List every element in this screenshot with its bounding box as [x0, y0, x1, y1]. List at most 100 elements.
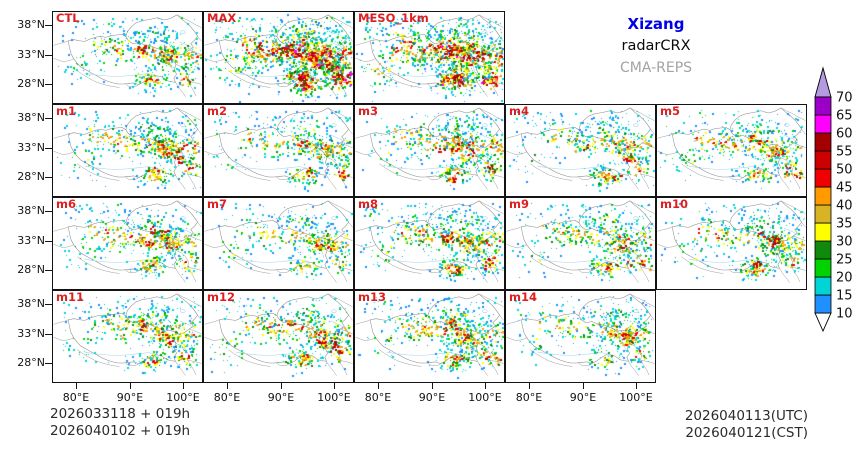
- lon-tick-label: 80°E: [364, 391, 392, 404]
- lon-tick-mark: [183, 383, 185, 389]
- panel-m6: m6: [52, 197, 203, 290]
- footer-valid-time-utc: 2026040113(UTC): [684, 408, 808, 424]
- panel-m1: m1: [52, 104, 203, 197]
- panel-m12: m12: [203, 290, 354, 383]
- lat-tick-mark: [45, 241, 52, 243]
- panel-m13: m13: [354, 290, 505, 383]
- lat-tick-label: 33°N: [17, 141, 45, 154]
- colorbar-tick-label: 70: [836, 91, 853, 106]
- header-model-label: CMA-REPS: [619, 60, 693, 76]
- lon-tick-mark: [281, 383, 283, 389]
- panel-m8: m8: [354, 197, 505, 290]
- panel-label-CTL: CTL: [56, 11, 80, 25]
- lat-tick-label: 33°N: [17, 327, 45, 340]
- lon-tick-label: 80°E: [62, 391, 90, 404]
- panel-label-m6: m6: [56, 197, 76, 211]
- panel-m5: m5: [656, 104, 807, 197]
- lat-tick-mark: [45, 84, 52, 86]
- colorbar-tick-label: 60: [836, 127, 853, 142]
- panel-m7: m7: [203, 197, 354, 290]
- lon-tick-mark: [76, 383, 78, 389]
- lon-tick-label: 90°E: [116, 391, 144, 404]
- lat-tick-mark: [45, 334, 52, 336]
- colorbar-segment-35: [814, 204, 832, 224]
- lon-tick-label: 90°E: [569, 391, 597, 404]
- colorbar-segment-15: [814, 276, 832, 296]
- panel-label-m10: m10: [660, 197, 688, 211]
- colorbar-tick-label: 15: [836, 289, 853, 304]
- lon-tick-mark: [529, 383, 531, 389]
- panel-label-m8: m8: [358, 197, 378, 211]
- radar-echo-field: [657, 105, 806, 196]
- lon-tick-label: 100°E: [468, 391, 502, 404]
- lat-tick-label: 33°N: [17, 234, 45, 247]
- colorbar: 10 15 20 25 30 35 40 45 50 55 60 65 70: [814, 66, 853, 333]
- colorbar-segment-40: [814, 186, 832, 206]
- lat-tick-mark: [45, 177, 52, 179]
- lat-tick-label: 28°N: [17, 170, 45, 183]
- radar-echo-field: [204, 198, 353, 289]
- lat-tick-label: 38°N: [17, 204, 45, 217]
- lat-tick-mark: [45, 270, 52, 272]
- colorbar-tick-label: 35: [836, 217, 853, 232]
- panel-label-m13: m13: [358, 290, 386, 304]
- footer-valid-time-cst: 2026040121(CST): [685, 425, 808, 441]
- radar-echo-field: [53, 105, 202, 196]
- lat-tick-mark: [45, 55, 52, 57]
- panel-m9: m9: [505, 197, 656, 290]
- panel-label-m3: m3: [358, 104, 378, 118]
- lon-tick-mark: [227, 383, 229, 389]
- colorbar-segment-20: [814, 258, 832, 278]
- panel-m3: m3: [354, 104, 505, 197]
- panel-m2: m2: [203, 104, 354, 197]
- panel-label-MAX: MAX: [207, 11, 237, 25]
- lon-tick-mark: [583, 383, 585, 389]
- lat-tick-label: 38°N: [17, 111, 45, 124]
- lat-tick-mark: [45, 304, 52, 306]
- lat-tick-mark: [45, 25, 52, 27]
- lat-tick-label: 28°N: [17, 263, 45, 276]
- lon-tick-mark: [636, 383, 638, 389]
- lat-tick-label: 33°N: [17, 48, 45, 61]
- lon-tick-label: 90°E: [418, 391, 446, 404]
- lon-tick-label: 90°E: [267, 391, 295, 404]
- panel-label-m11: m11: [56, 290, 84, 304]
- lat-tick-label: 28°N: [17, 77, 45, 90]
- lon-tick-label: 80°E: [515, 391, 543, 404]
- panel-label-MESO_1km: MESO_1km: [358, 11, 429, 25]
- radar-echo-field: [355, 105, 504, 196]
- panel-label-m2: m2: [207, 104, 227, 118]
- panel-label-m7: m7: [207, 197, 227, 211]
- colorbar-segment-65: [814, 96, 832, 116]
- panel-MAX: MAX: [203, 11, 354, 104]
- colorbar-segment-30: [814, 222, 832, 242]
- colorbar-tick-label: 20: [836, 271, 853, 286]
- lon-tick-label: 100°E: [317, 391, 351, 404]
- lon-tick-label: 100°E: [619, 391, 653, 404]
- lat-tick-mark: [45, 211, 52, 213]
- radar-echo-field: [355, 198, 504, 289]
- colorbar-segment-25: [814, 240, 832, 260]
- lat-tick-mark: [45, 363, 52, 365]
- panel-label-m9: m9: [509, 197, 529, 211]
- radar-echo-field: [204, 12, 353, 103]
- colorbar-segment-60: [814, 114, 832, 134]
- radar-echo-field: [506, 198, 655, 289]
- radar-echo-field: [355, 12, 504, 103]
- lon-tick-label: 100°E: [166, 391, 200, 404]
- colorbar-segment-45: [814, 168, 832, 188]
- lon-tick-mark: [378, 383, 380, 389]
- colorbar-over-arrow: [814, 66, 832, 98]
- colorbar-tick-label: 50: [836, 163, 853, 178]
- lon-tick-label: 80°E: [213, 391, 241, 404]
- lat-tick-label: 28°N: [17, 356, 45, 369]
- radar-echo-field: [204, 291, 353, 382]
- lon-tick-mark: [485, 383, 487, 389]
- panel-MESO_1km: MESO_1km: [354, 11, 505, 104]
- panel-label-m1: m1: [56, 104, 76, 118]
- lat-tick-mark: [45, 148, 52, 150]
- header-region-title: Xizang: [627, 15, 685, 33]
- panel-label-m4: m4: [509, 104, 529, 118]
- colorbar-segment-10: [814, 294, 832, 314]
